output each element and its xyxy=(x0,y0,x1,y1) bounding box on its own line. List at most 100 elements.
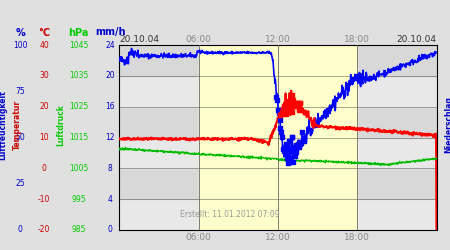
Bar xyxy=(119,168,436,199)
Point xyxy=(280,149,287,153)
Text: 20: 20 xyxy=(39,102,49,111)
Text: 995: 995 xyxy=(72,195,86,204)
Point xyxy=(285,104,292,108)
Point xyxy=(289,134,296,138)
Point xyxy=(284,151,291,155)
Point xyxy=(275,111,283,115)
Text: 40: 40 xyxy=(39,40,49,50)
Point xyxy=(274,98,281,102)
Point xyxy=(286,139,293,143)
Point xyxy=(273,95,280,99)
Point xyxy=(291,104,298,108)
Text: 24: 24 xyxy=(105,40,115,50)
Point xyxy=(295,108,302,112)
Text: 8: 8 xyxy=(108,164,112,173)
Point xyxy=(293,100,301,104)
Text: Luftdruck: Luftdruck xyxy=(56,104,65,146)
Point xyxy=(296,142,303,146)
Point xyxy=(283,112,290,116)
Point xyxy=(281,109,288,113)
Point xyxy=(277,126,284,130)
Point xyxy=(281,145,288,149)
Point xyxy=(284,106,291,110)
Bar xyxy=(119,199,436,230)
Point xyxy=(289,93,296,97)
Bar xyxy=(198,45,357,230)
Text: 75: 75 xyxy=(15,87,25,96)
Point xyxy=(299,140,306,143)
Text: -20: -20 xyxy=(38,226,50,234)
Text: 985: 985 xyxy=(72,226,86,234)
Point xyxy=(276,118,283,122)
Text: 20.10.04: 20.10.04 xyxy=(119,35,159,44)
Point xyxy=(293,145,301,149)
Text: 1015: 1015 xyxy=(69,133,88,142)
Point xyxy=(285,161,292,165)
Text: 16: 16 xyxy=(105,102,115,111)
Point xyxy=(282,148,289,152)
Point xyxy=(286,156,293,160)
Point xyxy=(286,108,293,112)
Point xyxy=(297,101,304,105)
Text: Luftfeuchtigkeit: Luftfeuchtigkeit xyxy=(0,90,8,160)
Point xyxy=(292,104,299,108)
Text: 10: 10 xyxy=(39,133,49,142)
Text: 0: 0 xyxy=(18,226,22,234)
Point xyxy=(289,98,297,102)
Text: 25: 25 xyxy=(15,179,25,188)
Bar xyxy=(119,107,436,138)
Point xyxy=(290,145,297,149)
Text: Niederschlag: Niederschlag xyxy=(444,96,450,154)
Point xyxy=(279,147,287,151)
Text: -10: -10 xyxy=(38,195,50,204)
Point xyxy=(286,99,293,103)
Point xyxy=(291,154,298,158)
Point xyxy=(282,110,289,114)
Text: 1005: 1005 xyxy=(69,164,89,173)
Point xyxy=(292,150,299,154)
Point xyxy=(294,101,302,105)
Bar xyxy=(119,45,436,76)
Text: 50: 50 xyxy=(15,133,25,142)
Text: 20: 20 xyxy=(105,71,115,80)
Point xyxy=(287,149,294,153)
Point xyxy=(296,101,303,105)
Text: %: % xyxy=(15,28,25,38)
Point xyxy=(283,142,290,146)
Point xyxy=(279,110,286,114)
Point xyxy=(294,142,302,146)
Point xyxy=(288,136,295,140)
Point xyxy=(295,145,302,149)
Point xyxy=(287,105,294,109)
Text: 20.10.04: 20.10.04 xyxy=(396,35,436,44)
Bar xyxy=(119,76,436,107)
Point xyxy=(278,130,285,134)
Text: 100: 100 xyxy=(13,40,27,50)
Point xyxy=(290,102,297,106)
Text: 1035: 1035 xyxy=(69,71,89,80)
Point xyxy=(297,141,305,145)
Point xyxy=(274,108,282,112)
Point xyxy=(277,112,284,116)
Point xyxy=(280,104,287,108)
Text: 0: 0 xyxy=(42,164,46,173)
Text: 1025: 1025 xyxy=(69,102,88,111)
Point xyxy=(297,108,305,112)
Text: °C: °C xyxy=(38,28,50,38)
Text: 30: 30 xyxy=(39,71,49,80)
Text: 12: 12 xyxy=(105,133,115,142)
Text: hPa: hPa xyxy=(68,28,89,38)
Point xyxy=(279,135,286,139)
Point xyxy=(293,143,300,147)
Text: 0: 0 xyxy=(108,226,112,234)
Point xyxy=(279,107,287,111)
Text: mm/h: mm/h xyxy=(95,28,126,38)
Point xyxy=(288,110,295,114)
Point xyxy=(283,156,290,160)
Point xyxy=(289,160,297,164)
Point xyxy=(278,112,285,116)
Point xyxy=(283,101,290,105)
Text: Temperatur: Temperatur xyxy=(13,100,22,150)
Point xyxy=(298,130,306,134)
Point xyxy=(297,140,304,144)
